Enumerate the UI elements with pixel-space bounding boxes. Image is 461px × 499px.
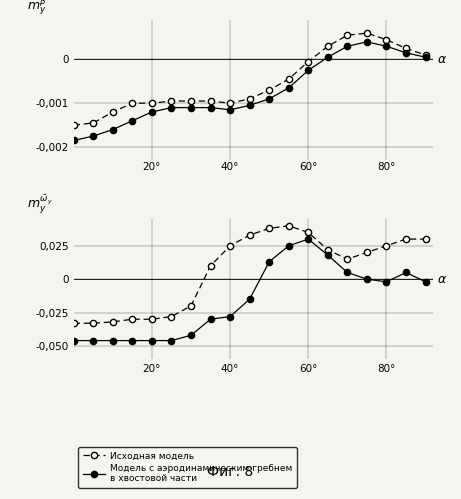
- Text: Фиг. 8: Фиг. 8: [207, 465, 254, 479]
- Text: $\alpha$: $\alpha$: [437, 272, 447, 285]
- Text: $m_y^{\bar{\omega}_y}$: $m_y^{\bar{\omega}_y}$: [27, 194, 53, 216]
- Text: $m_y^\beta$: $m_y^\beta$: [27, 0, 47, 17]
- Text: $\alpha$: $\alpha$: [437, 53, 447, 66]
- Legend: Исходная модель, Модель с аэродинамическим гребнем
в хвостовой части: Исходная модель, Модель с аэродинамическ…: [78, 447, 297, 488]
